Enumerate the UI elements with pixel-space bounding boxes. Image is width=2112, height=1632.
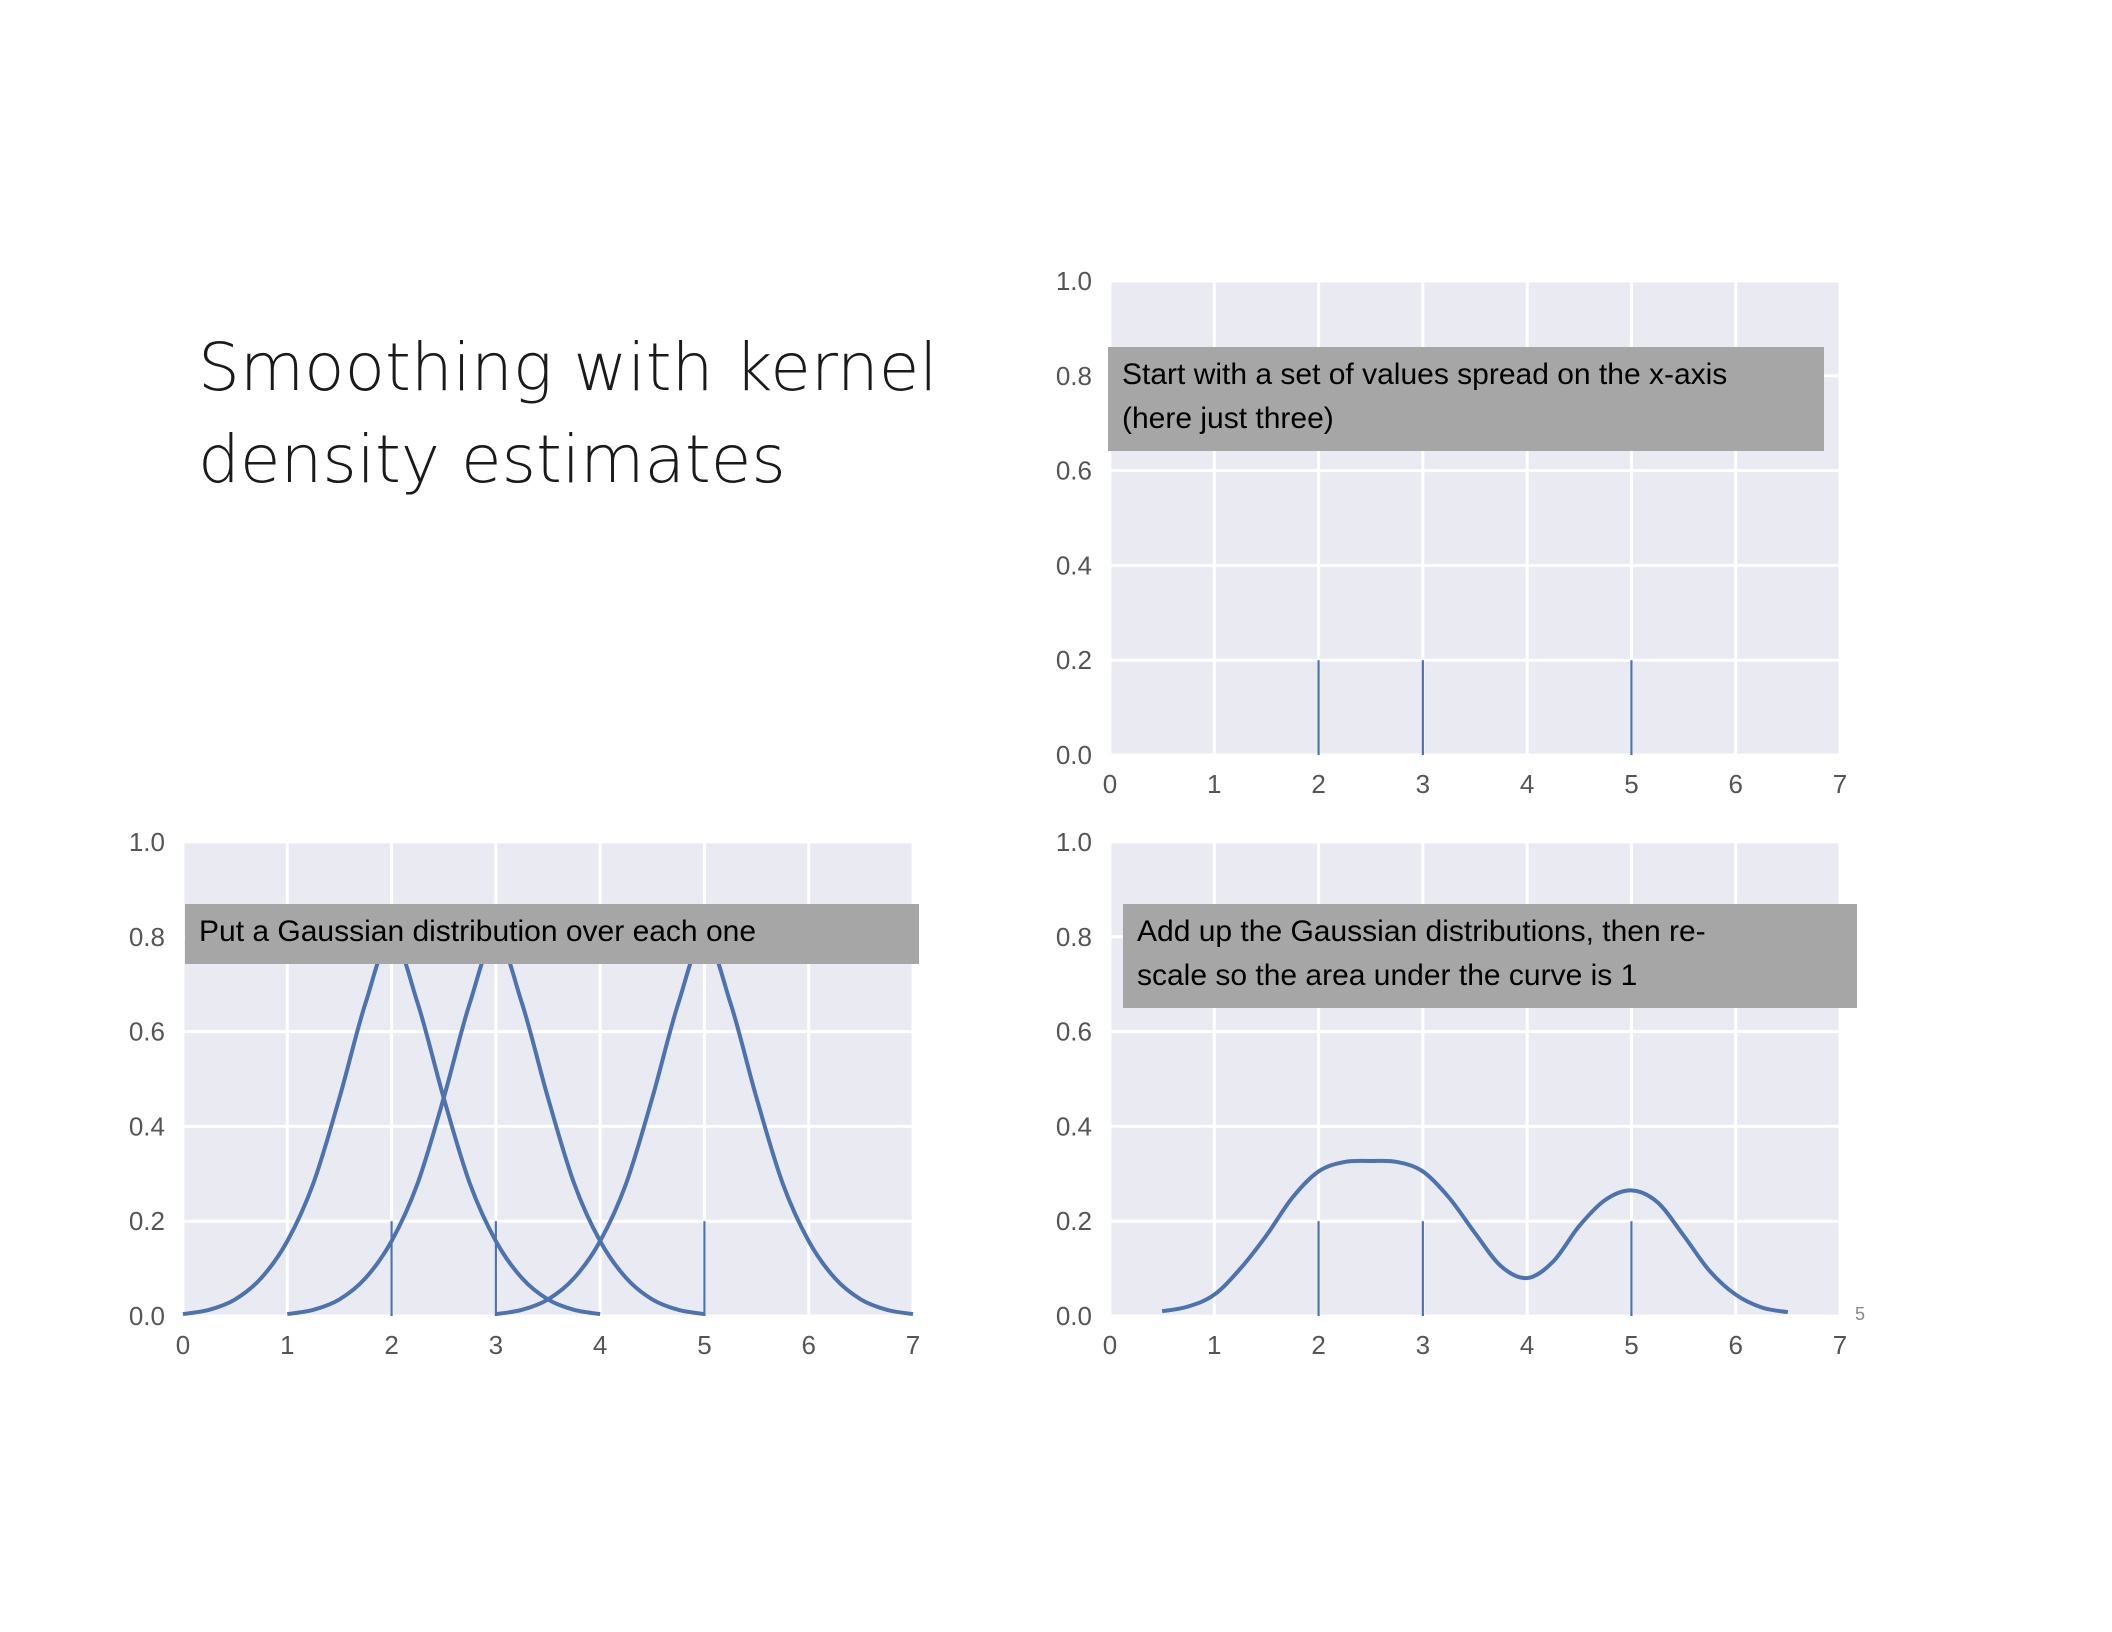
x-tick-label: 5 <box>697 1330 711 1360</box>
y-tick-label: 0.0 <box>129 1301 165 1331</box>
x-tick-label: 2 <box>384 1330 398 1360</box>
y-tick-label: 0.8 <box>129 922 165 952</box>
y-tick-label: 0.8 <box>1056 922 1092 952</box>
y-tick-label: 1.0 <box>1056 827 1092 857</box>
x-tick-label: 6 <box>1728 769 1742 799</box>
callout-summed-kde: Add up the Gaussian distributions, then … <box>1123 904 1857 1008</box>
x-tick-label: 3 <box>489 1330 503 1360</box>
x-tick-label: 6 <box>801 1330 815 1360</box>
x-tick-label: 6 <box>1728 1330 1742 1360</box>
y-tick-label: 0.6 <box>1056 1017 1092 1047</box>
callout-gaussians-per-value: Put a Gaussian distribution over each on… <box>185 904 919 964</box>
y-tick-label: 0.6 <box>129 1017 165 1047</box>
x-tick-label: 0 <box>1103 769 1117 799</box>
density-curve <box>1161 1158 1789 1315</box>
chart-summed-kde: 0 1 2 3 4 5 6 7 0.0 0.2 0.4 0.6 0.8 1.0 <box>1056 827 1847 1360</box>
x-tick-label: 3 <box>1416 769 1430 799</box>
y-tick-label: 0.0 <box>1056 740 1092 770</box>
x-tick-label: 7 <box>1833 769 1847 799</box>
y-tick-label: 0.8 <box>1056 361 1092 391</box>
x-tick-label: 2 <box>1311 1330 1325 1360</box>
chart-values-on-axis: 0 1 2 3 4 5 6 7 0.0 0.2 0.4 0.6 0.8 1.0 <box>1056 266 1847 799</box>
x-tick-label: 0 <box>1103 1330 1117 1360</box>
x-tick-label: 4 <box>593 1330 607 1360</box>
y-tick-label: 0.2 <box>1056 645 1092 675</box>
slide-title: Smoothing with kernel density estimates <box>198 329 938 498</box>
y-tick-label: 0.4 <box>1056 1111 1092 1141</box>
x-tick-label: 4 <box>1520 1330 1534 1360</box>
x-tick-label: 5 <box>1624 769 1638 799</box>
y-tick-label: 0.2 <box>129 1206 165 1236</box>
x-tick-label: 1 <box>1207 1330 1221 1360</box>
x-tick-label: 0 <box>176 1330 190 1360</box>
x-tick-label: 3 <box>1416 1330 1430 1360</box>
x-tick-label: 7 <box>906 1330 920 1360</box>
x-tick-label: 5 <box>1624 1330 1638 1360</box>
callout-values-on-axis: Start with a set of values spread on the… <box>1108 347 1824 451</box>
y-tick-label: 1.0 <box>129 827 165 857</box>
x-tick-label: 4 <box>1520 769 1534 799</box>
x-tick-label: 1 <box>1207 769 1221 799</box>
y-tick-label: 0.4 <box>1056 550 1092 580</box>
y-tick-label: 1.0 <box>1056 266 1092 296</box>
chart-gaussians-per-value: 0 1 2 3 4 5 6 7 0.0 0.2 0.4 0.6 0.8 1.0 <box>129 827 920 1360</box>
y-tick-label: 0.4 <box>129 1111 165 1141</box>
x-tick-label: 1 <box>280 1330 294 1360</box>
x-tick-label: 7 <box>1833 1330 1847 1360</box>
page-number: 5 <box>1855 1304 1866 1324</box>
y-tick-label: 0.6 <box>1056 456 1092 486</box>
x-tick-label: 2 <box>1311 769 1325 799</box>
y-tick-label: 0.0 <box>1056 1301 1092 1331</box>
y-tick-label: 0.2 <box>1056 1206 1092 1236</box>
